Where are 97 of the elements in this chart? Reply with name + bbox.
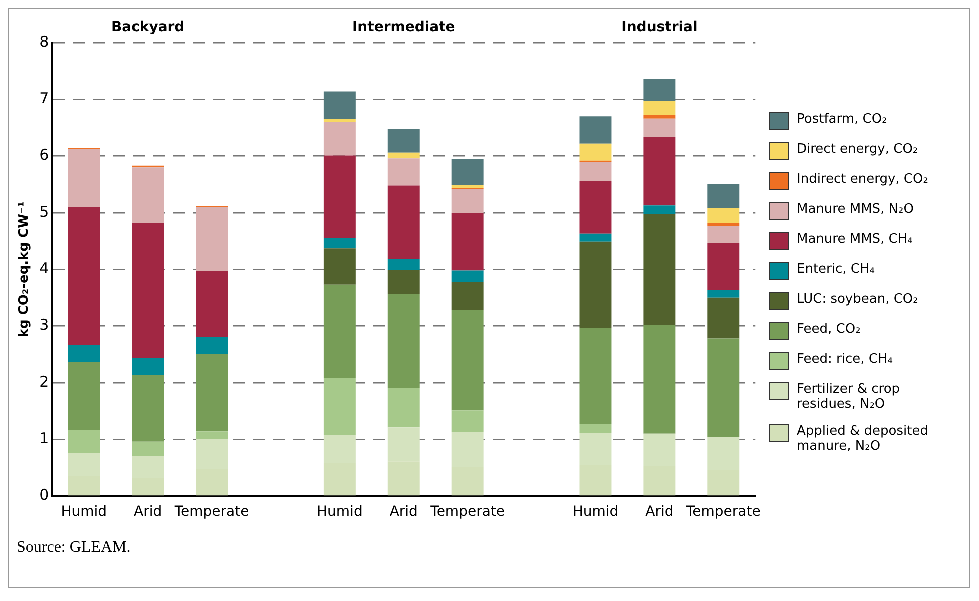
x-tick-label: Humid [317, 504, 363, 520]
bar [452, 310, 484, 411]
text: Intermediate [352, 20, 456, 36]
bar [452, 282, 484, 310]
text: Backyard [111, 20, 185, 36]
bar [132, 223, 164, 358]
x-tick-label: Temperate [430, 504, 506, 520]
bar [644, 214, 676, 326]
legend-label: Feed, CO₂ [797, 322, 861, 337]
bar [708, 298, 740, 339]
bar [580, 181, 612, 234]
bar [644, 118, 676, 138]
bar [68, 344, 100, 363]
x-tick-label: Temperate [685, 504, 761, 520]
x-tick-label: Arid [390, 504, 418, 520]
bar [452, 212, 484, 271]
bar [452, 410, 484, 432]
bar [580, 328, 612, 424]
bar [196, 207, 228, 272]
bar [708, 338, 740, 438]
bar [580, 424, 612, 434]
bar [580, 242, 612, 328]
x-tick-label: Humid [572, 504, 619, 520]
bar [452, 270, 484, 282]
bar [196, 432, 228, 440]
bar [580, 162, 612, 182]
x-tick-label: Temperate [174, 504, 250, 520]
bar [708, 290, 740, 298]
bar [452, 159, 484, 186]
bar [388, 388, 420, 428]
bar [644, 325, 676, 434]
legend-label: Enteric, CH₄ [797, 262, 875, 277]
bar [324, 122, 356, 156]
bar [68, 362, 100, 430]
bar [68, 430, 100, 454]
bar [196, 354, 228, 432]
legend-label: Fertilizer & crop residues, N₂O [797, 382, 902, 412]
y-tick-label: 2 [40, 372, 50, 391]
bar [708, 208, 740, 224]
y-tick-label: 6 [40, 146, 50, 164]
bar [324, 156, 356, 238]
legend-label: Feed: rice, CH₄ [797, 352, 893, 367]
y-tick-label: 8 [40, 32, 50, 51]
bar [388, 259, 420, 270]
bar [580, 234, 612, 242]
y-tick-label: 3 [40, 316, 50, 334]
bar [644, 79, 676, 102]
bar [644, 137, 676, 206]
y-tick-label: 7 [40, 90, 50, 108]
x-tick-label: Arid [134, 504, 162, 520]
legend-label: Indirect energy, CO₂ [797, 172, 928, 187]
bar [644, 116, 676, 119]
y-tick-label: 4 [40, 259, 50, 278]
legend-label: Direct energy, CO₂ [797, 142, 918, 157]
bar [388, 129, 420, 153]
bar [388, 294, 420, 388]
bar [324, 284, 356, 378]
x-tick-label: Humid [61, 504, 108, 520]
y-tick-label: 5 [40, 202, 50, 221]
bar [708, 226, 740, 243]
bar [196, 337, 228, 354]
bar [68, 150, 100, 208]
bar [324, 238, 356, 249]
bar [644, 101, 676, 116]
bar [132, 376, 164, 442]
bar [388, 152, 420, 159]
bar [132, 442, 164, 456]
bar [388, 158, 420, 186]
y-tick-label: 0 [40, 486, 50, 504]
x-tick-label: Arid [646, 504, 674, 520]
bar [324, 378, 356, 436]
source-note: Source: GLEAM. [16, 538, 132, 558]
legend-label: Manure MMS, N₂O [797, 202, 914, 217]
bar [580, 144, 612, 161]
bar [452, 189, 484, 213]
bar [324, 92, 356, 120]
legend-label: Postfarm, CO₂ [797, 112, 888, 127]
bar [644, 206, 676, 214]
bar [708, 242, 740, 290]
legend-label: LUC: soybean, CO₂ [797, 292, 918, 307]
bar [132, 168, 164, 224]
bar [388, 270, 420, 294]
y-axis-title: kg CO₂-eq.kg CW⁻¹ [17, 202, 32, 338]
bar [324, 119, 356, 122]
bar [68, 207, 100, 345]
bar [388, 186, 420, 260]
bar [708, 223, 740, 227]
bar [452, 185, 484, 188]
bar [196, 271, 228, 338]
legend-label: Manure MMS, CH₄ [797, 232, 913, 247]
bar [132, 358, 164, 376]
text: Industrial [622, 20, 698, 36]
bar [708, 184, 740, 208]
y-tick-label: 1 [40, 429, 50, 448]
bar [324, 248, 356, 285]
legend-label: Applied & deposited manure, N₂O [797, 424, 930, 454]
bar [580, 116, 612, 144]
